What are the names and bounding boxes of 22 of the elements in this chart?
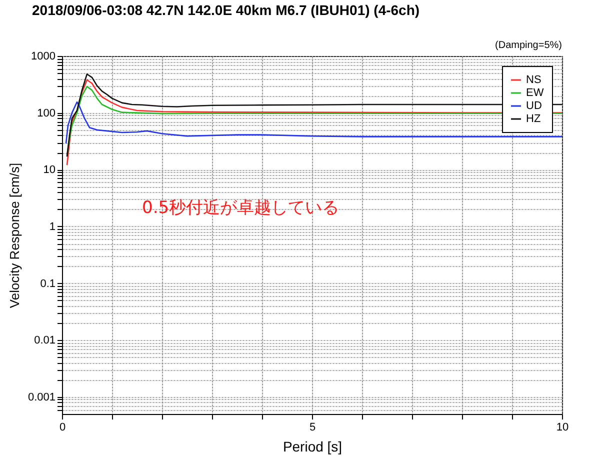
annotation: 0.5秒付近が卓越している [142,198,340,218]
y-tick-label: 1000 [31,50,56,62]
x-tick-label: 5 [309,422,316,434]
y-tick-label: 0.01 [34,334,56,347]
text: (Damping=5%) [495,40,562,51]
legend-label: UD [526,100,542,112]
y-tick-label: 0.001 [28,391,56,404]
x-tick-label: 10 [556,422,569,434]
line-series [65,101,562,144]
y-axis-title: Velocity Response [cm/s] [6,162,22,308]
y-tick-label: 10 [43,164,56,176]
legend-label: EW [526,87,544,99]
x-tick-label: 0 [59,422,66,434]
x-axis-title: Period [s] [282,438,342,454]
y-tick-label: 100 [37,107,56,120]
line-series [66,86,562,156]
y-tick-label: 0.1 [40,278,56,290]
line-series [66,73,562,158]
chart-title: 2018/09/06-03:08 42.7N 142.0E 40km M6.7 (IBUH01) (4-6ch) [32,2,420,18]
legend-label: HZ [526,113,541,125]
y-tick-label: 1 [49,220,56,233]
legend-label: NS [526,74,542,86]
